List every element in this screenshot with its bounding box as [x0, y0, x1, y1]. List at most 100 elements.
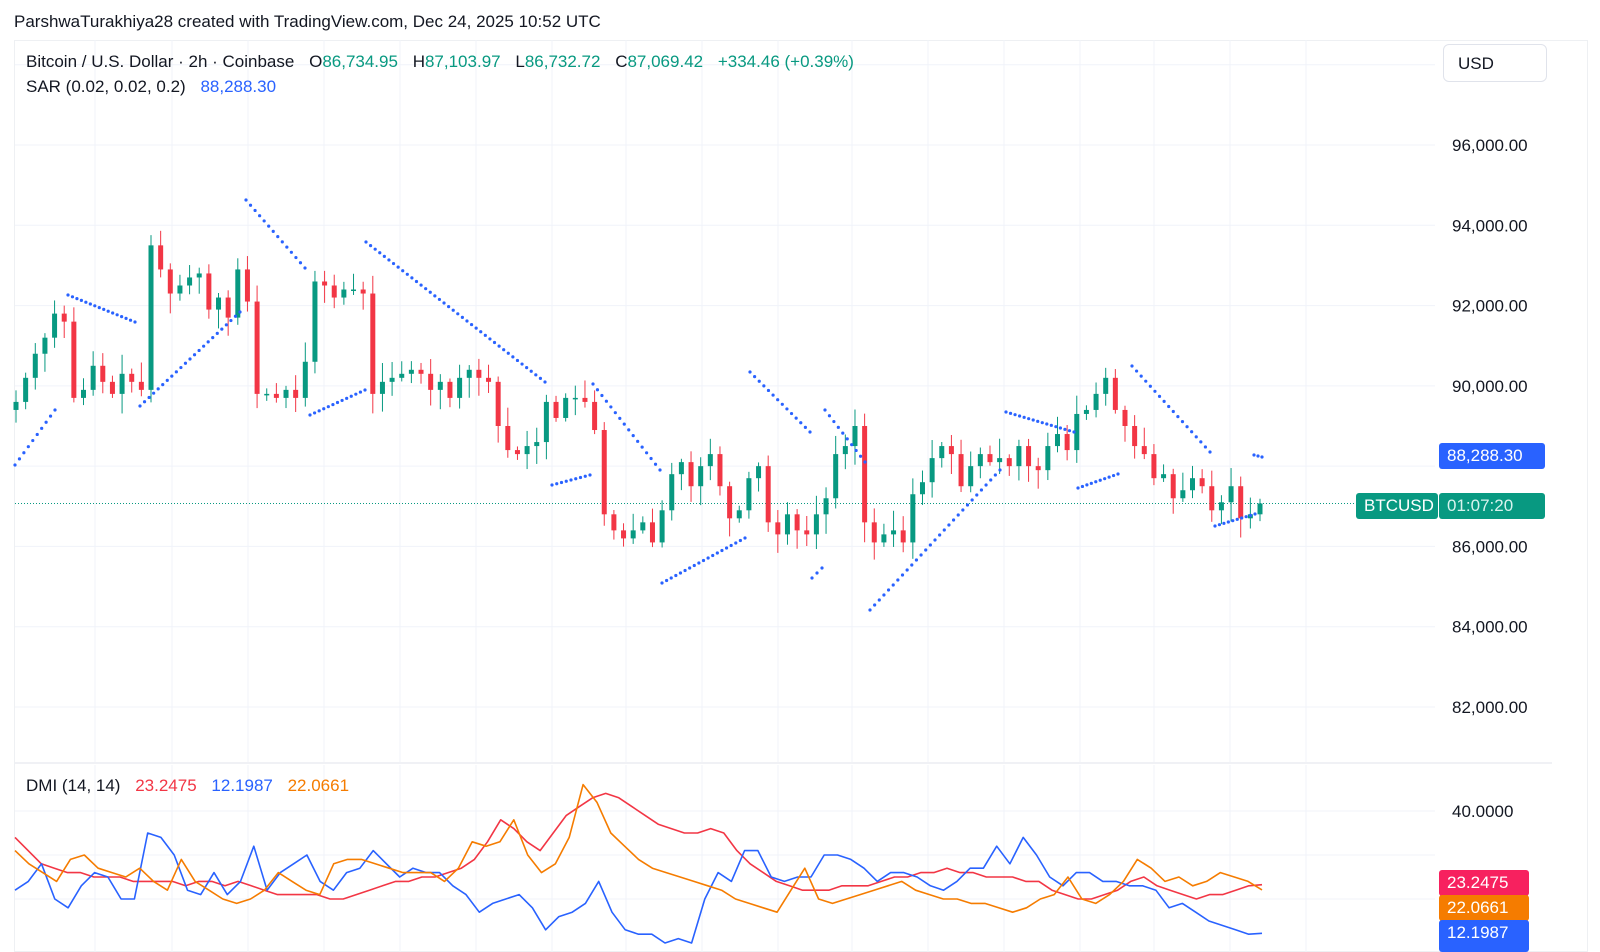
candle-body — [52, 313, 58, 338]
sar-dot — [102, 307, 106, 311]
sar-dot — [738, 538, 742, 543]
sar-dot — [559, 480, 564, 485]
sar-dot — [1171, 409, 1175, 414]
sar-dot — [863, 460, 867, 464]
candle-body — [100, 365, 106, 382]
sar-dot — [609, 405, 613, 409]
sar-dot — [414, 279, 419, 284]
sar-dot — [115, 313, 119, 317]
candle-body — [833, 454, 839, 499]
candle-body — [621, 530, 627, 539]
sar-dot — [854, 448, 858, 453]
sar-dot — [692, 563, 696, 568]
sar-dot — [841, 431, 845, 435]
sar-dot — [595, 388, 600, 392]
sar-dot — [649, 456, 653, 461]
sar-dot — [124, 316, 128, 320]
sar-dot — [1153, 389, 1157, 393]
candle-body — [707, 454, 713, 467]
sar-dot — [1180, 420, 1185, 424]
sar-dot — [543, 380, 547, 384]
sar-dot — [142, 400, 147, 404]
sar-dot — [53, 408, 57, 412]
sar-dot — [896, 578, 900, 582]
sar-dot — [152, 391, 156, 395]
sar-dot — [1116, 472, 1120, 476]
candle-body — [968, 466, 974, 487]
sar-dot — [308, 413, 312, 417]
sar-dot — [900, 573, 905, 577]
sar-dot — [40, 426, 44, 430]
sar-dot — [106, 309, 110, 313]
sar-dot — [604, 399, 609, 403]
candle-body — [187, 277, 193, 286]
candle-body — [1180, 490, 1186, 499]
dmi-axis-label: 40.0000 — [1452, 802, 1513, 821]
sar-dot — [1094, 480, 1098, 484]
dmi-legend[interactable]: DMI (14, 14) 23.2475 12.1987 22.0661 — [26, 776, 349, 796]
sar-dot — [956, 513, 960, 517]
sar-dot — [674, 573, 678, 578]
candle-body — [1141, 446, 1147, 455]
sar-dot — [419, 283, 423, 287]
candle-body — [1083, 409, 1089, 414]
sar-dot — [44, 420, 48, 424]
sar-dot — [317, 409, 321, 413]
sar-dot — [93, 304, 97, 308]
candle-body — [765, 466, 771, 523]
candle-body — [611, 514, 617, 531]
sar-dot — [1162, 399, 1166, 404]
dmi-minus-value: 12.1987 — [211, 776, 273, 795]
sar-dot — [993, 473, 997, 477]
sar-dot — [1018, 414, 1022, 418]
sar-dot — [206, 340, 210, 344]
sar-dot — [1049, 423, 1053, 427]
sar-dot — [331, 402, 335, 407]
candle-body — [1074, 413, 1080, 451]
candle-body — [399, 373, 405, 378]
candle-body — [910, 494, 916, 543]
sar-dot — [13, 463, 17, 467]
symbol-title[interactable]: Bitcoin / U.S. Dollar · 2h · Coinbase — [26, 52, 295, 71]
dmi-line-di — [14, 832, 1263, 944]
candle-body — [254, 301, 260, 394]
candle-body — [466, 369, 472, 378]
high-label: H — [412, 52, 425, 71]
sar-dot — [520, 362, 524, 366]
candle-body — [813, 514, 819, 535]
sar-dot — [220, 327, 224, 331]
candle-body — [476, 369, 482, 378]
sar-dot — [340, 398, 344, 403]
sar-dot — [771, 393, 775, 397]
currency-button[interactable]: USD — [1443, 44, 1547, 82]
sar-legend[interactable]: SAR (0.02, 0.02, 0.2) 88,288.30 — [26, 77, 276, 97]
candle-body — [302, 361, 308, 398]
sar-dot — [938, 533, 942, 537]
sar-dot — [933, 538, 937, 542]
low-value: 86,732.72 — [524, 52, 601, 71]
sar-dot — [836, 425, 840, 429]
candle-body — [823, 498, 829, 515]
candle-body — [862, 426, 868, 523]
candle-body — [167, 269, 173, 294]
sar-dot — [120, 315, 124, 319]
sar-dot — [387, 258, 391, 262]
sar-dot — [460, 315, 464, 319]
price-axis-label: 86,000.00 — [1452, 537, 1528, 556]
sar-dot — [492, 340, 497, 345]
candle-body — [351, 289, 357, 292]
sar-dot — [170, 374, 174, 378]
sar-dot — [349, 394, 353, 398]
candle-body — [1170, 474, 1176, 499]
candle-body — [437, 381, 443, 390]
sar-dot — [410, 276, 414, 280]
candle-body — [948, 446, 954, 455]
candle-body — [746, 478, 752, 511]
sar-dot — [1157, 394, 1162, 398]
price-axis-label: 90,000.00 — [1452, 377, 1528, 396]
sar-dot — [1260, 455, 1264, 459]
sar-dot — [1076, 486, 1080, 490]
sar-dot — [618, 416, 622, 420]
sar-dot — [1098, 478, 1102, 482]
